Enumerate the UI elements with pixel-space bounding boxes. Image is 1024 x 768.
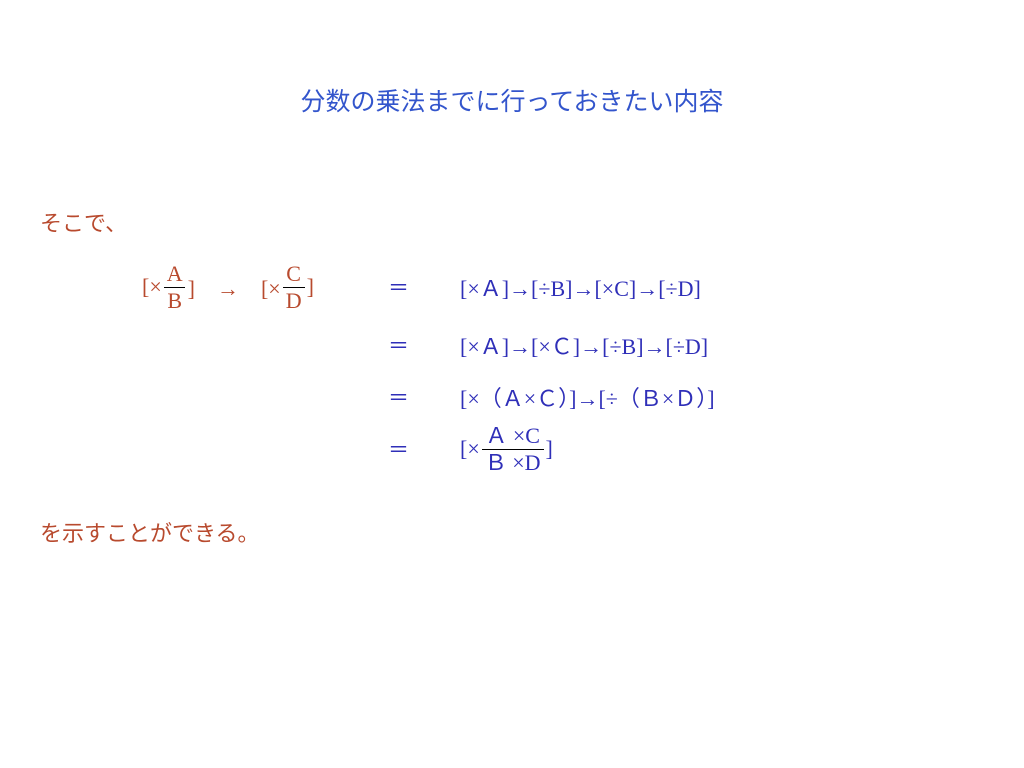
frac-denominator: D [283,287,305,312]
fraction-ac-over-bd: Ａ ×C Ｂ ×D [482,424,544,473]
fraction-a-over-b: A B [164,262,186,311]
equals-sign: ＝ [388,330,460,360]
outro-text: を示すことができる。 [40,516,260,548]
rhs4-close: ] [546,436,553,462]
frac-numerator: Ａ ×C [482,424,543,448]
lhs-open: [× [142,274,162,300]
lhs-close: ] [307,274,314,300]
rhs-line-4: [× Ａ ×C Ｂ ×D ] [460,424,553,473]
rhs-line-2: [×Ａ]→[×Ｃ]→[÷B]→[÷D] [460,329,708,361]
equation-row-1: [× A B ] → [× C D ] ＝ [×Ａ]→[÷B]→[×C]→[÷D… [142,258,715,316]
fraction-c-over-d: C D [283,262,305,311]
lhs-mid: ] → [× [188,271,281,303]
frac-numerator: A [164,262,186,286]
page-title: 分数の乗法までに行っておきたい内容 [0,82,1024,118]
equals-sign: ＝ [388,272,460,302]
frac-denominator: B [164,287,185,312]
equation-block: [× A B ] → [× C D ] ＝ [×Ａ]→[÷B]→[×C]→[÷D… [142,258,715,478]
frac-denominator: Ｂ ×D [482,449,544,474]
rhs-line-3: [×（Ａ×Ｃ）]→[÷（Ｂ×Ｄ）] [460,381,715,413]
equation-row-3: ＝ [×（Ａ×Ｃ）]→[÷（Ｂ×Ｄ）] [142,374,715,420]
rhs-line-1: [×Ａ]→[÷B]→[×C]→[÷D] [460,271,701,303]
equals-sign: ＝ [388,382,460,412]
lhs-expression: [× A B ] → [× C D ] [142,262,388,311]
equals-sign: ＝ [388,434,460,464]
equation-row-4: ＝ [× Ａ ×C Ｂ ×D ] [142,420,715,478]
equation-row-2: ＝ [×Ａ]→[×Ｃ]→[÷B]→[÷D] [142,316,715,374]
intro-text: そこで、 [40,206,127,238]
frac-numerator: C [283,262,304,286]
rhs4-open: [× [460,436,480,462]
